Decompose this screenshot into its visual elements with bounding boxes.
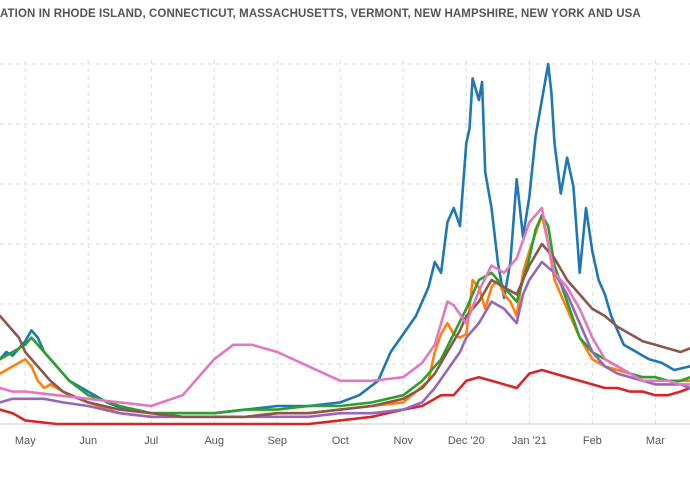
grid (0, 60, 690, 425)
x-tick-label: Jul (144, 435, 158, 447)
x-tick-label: Dec '20 (448, 435, 485, 447)
series-line-7 (0, 206, 690, 408)
series-lines (0, 62, 690, 426)
x-tick-label: Feb (583, 435, 602, 447)
x-tick-label: Mar (646, 435, 665, 447)
x-tick-label: Sep (267, 435, 287, 447)
x-tick-label: Jan '21 (512, 435, 547, 447)
x-tick-label: Jun (79, 435, 97, 447)
chart-title: ATION IN RHODE ISLAND, CONNECTICUT, MASS… (0, 8, 641, 20)
series-line-2 (0, 213, 690, 419)
x-tick-label: Aug (204, 435, 224, 447)
series-line-6 (0, 242, 690, 419)
x-axis-ticks: May Jun Jul Aug Sep Oct Nov Dec '20 Jan '21 Feb Ma… (15, 435, 665, 447)
x-tick-label: Nov (394, 435, 414, 447)
series-line-4 (0, 368, 690, 426)
series-line-5 (0, 260, 690, 419)
x-tick-label: May (15, 435, 36, 447)
series-line-1 (0, 62, 690, 415)
x-tick-label: Oct (332, 435, 349, 447)
